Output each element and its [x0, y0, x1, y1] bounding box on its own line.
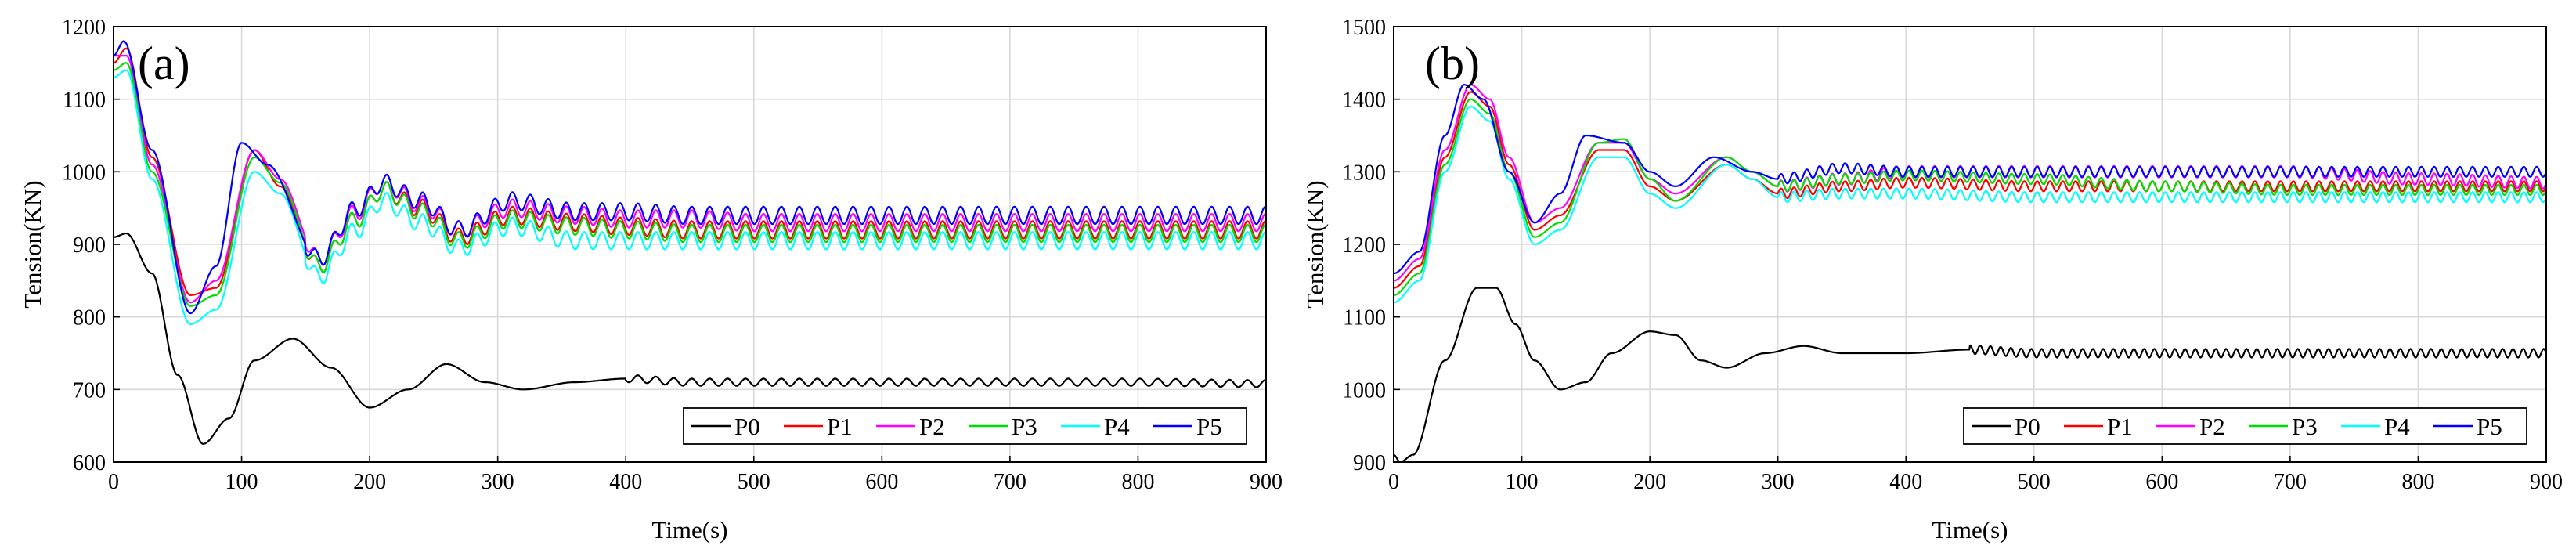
legend-label: P4: [1104, 413, 1130, 440]
x-tick-label: 800: [1121, 470, 1154, 494]
y-tick-label: 900: [1353, 451, 1386, 475]
series-line-p4: [1394, 105, 2546, 304]
y-tick-label: 1000: [1342, 378, 1386, 403]
x-tick-label: 400: [1889, 470, 1922, 494]
series-line-p5: [114, 40, 1266, 315]
x-tick-label: 700: [994, 470, 1026, 494]
legend-item-p5: P5: [2433, 413, 2502, 440]
series-line-p5: [1394, 83, 2546, 275]
y-tick-label: 1200: [62, 16, 106, 40]
ticks-a: 0 100 200 300 400 500 600 700 800 900 600 700 800 900…: [62, 16, 1283, 494]
x-tick-label: 900: [1250, 470, 1283, 494]
y-tick-label: 1300: [1342, 161, 1386, 185]
y-tick-label: 900: [73, 233, 106, 258]
panel-label-a: (a): [138, 38, 190, 89]
y-axis-label-a: Tension(KN): [19, 180, 46, 308]
x-tick-label: 0: [108, 470, 119, 494]
legend-label: P1: [2107, 413, 2133, 440]
y-tick-label: 1100: [1343, 306, 1386, 330]
y-tick-label: 700: [73, 378, 106, 403]
chart-panel-a: 0 100 200 300 400 500 600 700 800 900 600 700 800 900…: [19, 16, 1283, 544]
legend-item-p5: P5: [1153, 413, 1222, 440]
legend-label: P3: [2292, 413, 2318, 440]
x-tick-label: 500: [738, 470, 770, 494]
legend-item-p2: P2: [876, 413, 945, 440]
legend-item-p4: P4: [2341, 413, 2410, 440]
legend-label: P2: [919, 413, 945, 440]
legend-label: P5: [1196, 413, 1222, 440]
legend-item-p0: P0: [1972, 413, 2040, 440]
series-layer-b: [1394, 83, 2546, 462]
y-tick-label: 1000: [62, 161, 106, 185]
x-tick-label: 800: [2401, 470, 2434, 494]
x-tick-label: 600: [2145, 470, 2178, 494]
x-tick-label: 500: [2018, 470, 2051, 494]
legend-item-p3: P3: [2249, 413, 2318, 440]
panel-label-b: (b): [1425, 38, 1480, 89]
legend-label: P3: [1012, 413, 1037, 440]
legend-item-p1: P1: [2064, 413, 2133, 440]
legend-label: P5: [2477, 413, 2502, 440]
y-tick-label: 600: [73, 451, 106, 475]
legend-item-p4: P4: [1061, 413, 1130, 440]
x-tick-label: 900: [2530, 470, 2563, 494]
x-axis-label-b: Time(s): [1932, 516, 2008, 544]
legend-label: P4: [2384, 413, 2410, 440]
series-line-p0: [114, 233, 1266, 445]
x-tick-label: 200: [1633, 470, 1666, 494]
x-tick-label: 200: [353, 470, 386, 494]
legend-label: P2: [2199, 413, 2225, 440]
series-layer-a: [114, 40, 1266, 445]
legend-label: P0: [734, 413, 760, 440]
legend-a: P0 P1 P2 P3 P4 P5: [683, 407, 1247, 445]
legend-b: P0 P1 P2 P3 P4 P5: [1963, 407, 2527, 445]
legend-box-b: [1963, 407, 2527, 445]
y-tick-label: 1100: [63, 88, 106, 113]
x-tick-label: 100: [225, 470, 258, 494]
series-line-p0: [1394, 287, 2546, 462]
series-line-p1: [1394, 91, 2546, 289]
series-line-p3: [1394, 98, 2546, 296]
x-tick-label: 700: [2274, 470, 2307, 494]
x-tick-label: 300: [482, 470, 514, 494]
series-line-p4: [114, 69, 1266, 325]
x-axis-label-a: Time(s): [651, 516, 727, 544]
x-tick-label: 0: [1388, 470, 1399, 494]
legend-item-p2: P2: [2156, 413, 2225, 440]
ticks-b: 0 100 200 300 400 500 600 700 800 900 900 1000 1100 1…: [1342, 16, 2563, 494]
x-tick-label: 100: [1506, 470, 1539, 494]
x-tick-label: 300: [1762, 470, 1795, 494]
legend-label: P0: [2015, 413, 2040, 440]
legend-label: P1: [827, 413, 853, 440]
y-tick-label: 800: [73, 306, 106, 330]
y-tick-label: 1200: [1342, 233, 1386, 258]
y-tick-label: 1500: [1342, 16, 1386, 40]
chart-panel-b: 0 100 200 300 400 500 600 700 800 900 900 1000 1100 1…: [1301, 16, 2563, 544]
y-tick-label: 1400: [1342, 88, 1386, 113]
legend-item-p0: P0: [691, 413, 760, 440]
legend-item-p3: P3: [969, 413, 1037, 440]
x-tick-label: 600: [865, 470, 898, 494]
y-axis-label-b: Tension(KN): [1301, 180, 1329, 308]
x-tick-label: 400: [609, 470, 642, 494]
legend-box-a: [683, 407, 1247, 445]
legend-item-p1: P1: [784, 413, 853, 440]
